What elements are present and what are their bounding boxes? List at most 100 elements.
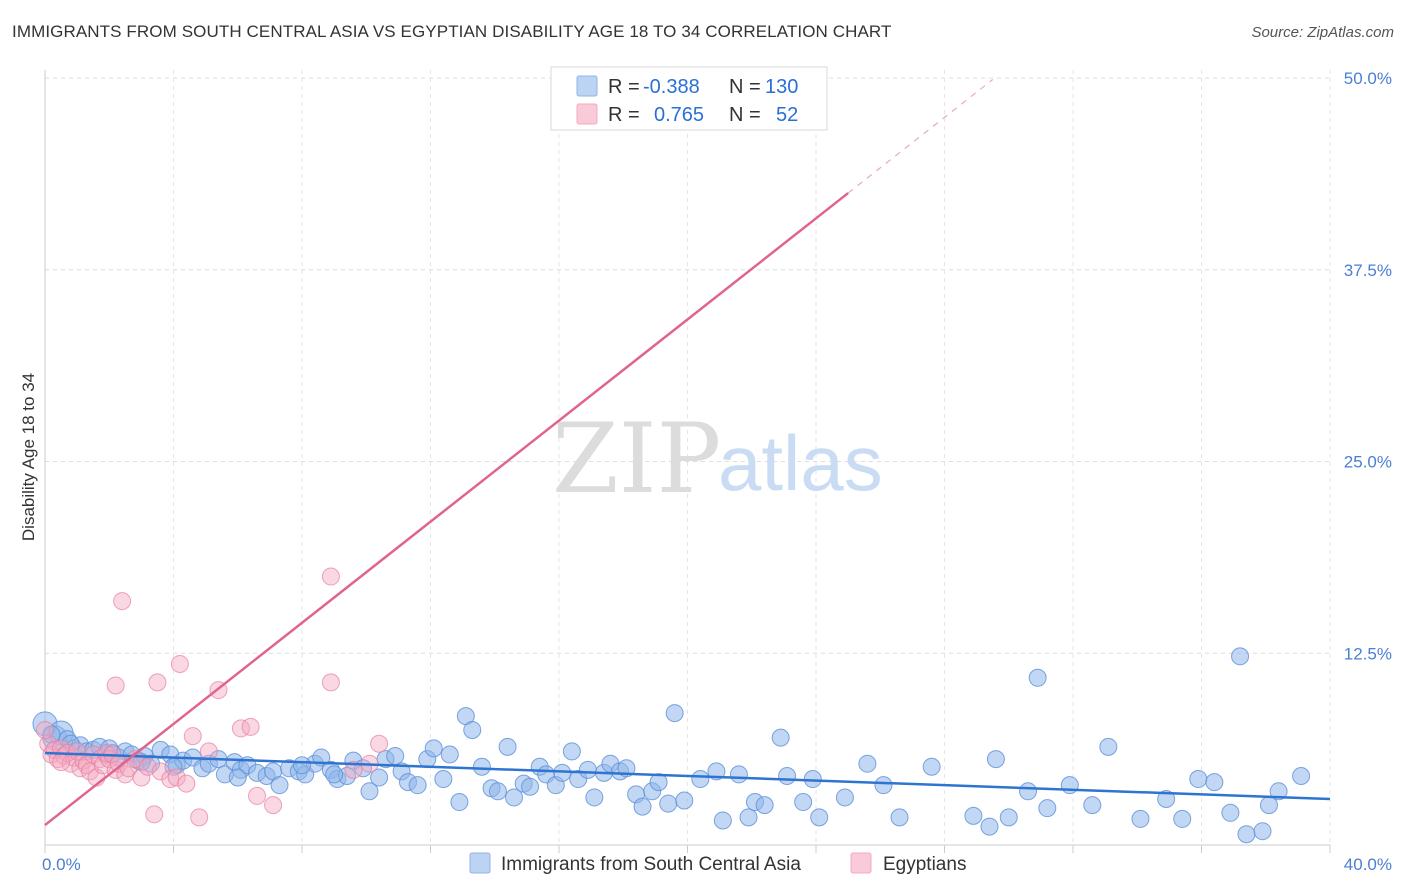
legend-r-label: R = xyxy=(608,76,640,98)
trend-line-immigrants xyxy=(44,751,1331,801)
data-point-egyptians xyxy=(231,719,250,738)
data-point-immigrants xyxy=(1269,782,1288,801)
data-point-immigrants xyxy=(874,776,893,795)
data-point-immigrants xyxy=(325,765,344,784)
legend-r-value: -0.388 xyxy=(643,76,700,98)
bottom-legend-swatch-blue xyxy=(469,852,491,874)
data-point-immigrants xyxy=(999,808,1018,827)
legend-r-label: R = xyxy=(608,104,640,126)
data-point-egyptians xyxy=(190,808,209,827)
data-point-immigrants xyxy=(755,796,774,815)
data-point-egyptians xyxy=(113,592,132,611)
data-point-immigrants xyxy=(729,765,748,784)
data-point-immigrants xyxy=(228,768,247,787)
data-point-immigrants xyxy=(1292,766,1311,785)
data-point-immigrants xyxy=(665,704,684,723)
data-point-immigrants xyxy=(835,788,854,807)
data-point-egyptians xyxy=(177,774,196,793)
data-point-immigrants xyxy=(270,776,289,795)
data-point-egyptians xyxy=(52,753,71,772)
data-point-immigrants xyxy=(472,757,491,776)
data-point-immigrants xyxy=(1099,737,1118,756)
data-point-egyptians xyxy=(106,676,125,695)
legend-swatch-pink xyxy=(576,103,598,125)
data-point-immigrants xyxy=(408,776,427,795)
data-point-egyptians xyxy=(132,768,151,787)
watermark-zip: ZIP xyxy=(552,403,721,515)
data-point-egyptians xyxy=(321,567,340,586)
data-point-immigrants xyxy=(1173,809,1192,828)
data-point-immigrants xyxy=(1231,647,1250,666)
y-tick-label: 12.5% xyxy=(1344,644,1392,663)
source-label: Source: ZipAtlas.com xyxy=(1251,24,1394,41)
legend-r-value: 0.765 xyxy=(654,104,704,126)
legend-swatch-blue xyxy=(576,75,598,97)
data-point-immigrants xyxy=(578,760,597,779)
data-point-immigrants xyxy=(633,797,652,816)
data-point-immigrants xyxy=(922,757,941,776)
data-point-immigrants xyxy=(771,728,790,747)
trend-line-egyptians xyxy=(44,192,849,827)
data-point-immigrants xyxy=(1189,770,1208,789)
data-point-immigrants xyxy=(1253,822,1272,841)
legend-n-label: N = xyxy=(729,104,761,126)
data-point-egyptians xyxy=(167,768,186,787)
data-point-immigrants xyxy=(450,793,469,812)
data-point-immigrants xyxy=(1131,809,1150,828)
data-point-immigrants xyxy=(293,756,311,775)
data-point-immigrants xyxy=(1019,782,1038,801)
y-tick-labels: 12.5% 25.0% 37.5% 50.0% xyxy=(1344,69,1392,663)
data-point-immigrants xyxy=(463,720,482,739)
data-point-immigrants xyxy=(1157,789,1176,808)
data-point-egyptians xyxy=(145,805,164,824)
data-point-immigrants xyxy=(778,766,797,785)
data-point-immigrants xyxy=(1237,825,1256,844)
data-point-immigrants xyxy=(521,777,540,796)
data-point-immigrants xyxy=(890,808,909,827)
data-point-egyptians xyxy=(183,727,202,746)
x-tick-labels: 0.0% 40.0% xyxy=(42,855,1392,874)
data-point-egyptians xyxy=(170,654,189,673)
data-point-immigrants xyxy=(858,754,877,773)
series-immigrants-points xyxy=(32,647,1311,844)
data-point-immigrants xyxy=(1038,799,1057,818)
data-point-egyptians xyxy=(264,796,283,815)
trend-lines xyxy=(44,79,1331,827)
legend-n-value: 130 xyxy=(765,76,798,98)
legend-box: R = -0.388 N = 130 R = 0.765 N = 52 xyxy=(550,66,828,131)
bottom-legend: Immigrants from South Central Asia Egypt… xyxy=(469,852,966,875)
data-point-immigrants xyxy=(1221,803,1240,822)
legend-n-label: N = xyxy=(729,76,761,98)
data-point-egyptians xyxy=(370,734,389,753)
data-point-immigrants xyxy=(360,782,379,801)
data-point-immigrants xyxy=(440,745,459,764)
data-point-egyptians xyxy=(321,673,340,692)
data-point-immigrants xyxy=(585,788,604,807)
y-tick-label: 37.5% xyxy=(1344,261,1392,280)
bottom-legend-swatch-pink xyxy=(850,852,872,874)
data-point-immigrants xyxy=(498,737,517,756)
data-point-immigrants xyxy=(964,806,983,825)
data-point-immigrants xyxy=(424,739,443,758)
y-tick-label: 25.0% xyxy=(1344,453,1392,472)
data-point-immigrants xyxy=(370,768,389,787)
data-point-egyptians xyxy=(36,720,54,739)
data-point-immigrants xyxy=(649,773,668,792)
data-point-egyptians xyxy=(248,786,267,805)
bottom-legend-label: Immigrants from South Central Asia xyxy=(501,854,801,875)
data-point-immigrants xyxy=(386,747,405,766)
data-point-immigrants xyxy=(713,811,732,830)
legend-n-value: 52 xyxy=(776,104,798,126)
data-point-immigrants xyxy=(675,791,694,810)
chart-title: IMMIGRANTS FROM SOUTH CENTRAL ASIA VS EG… xyxy=(12,22,892,41)
data-point-immigrants xyxy=(1028,668,1047,687)
data-point-egyptians xyxy=(151,762,170,781)
data-point-immigrants xyxy=(980,817,999,836)
data-point-immigrants xyxy=(794,793,813,812)
data-point-immigrants xyxy=(562,742,581,761)
data-point-immigrants xyxy=(691,770,710,789)
trend-line-egyptians-extension xyxy=(847,79,994,194)
data-point-immigrants xyxy=(986,750,1005,769)
data-point-egyptians xyxy=(148,673,167,692)
